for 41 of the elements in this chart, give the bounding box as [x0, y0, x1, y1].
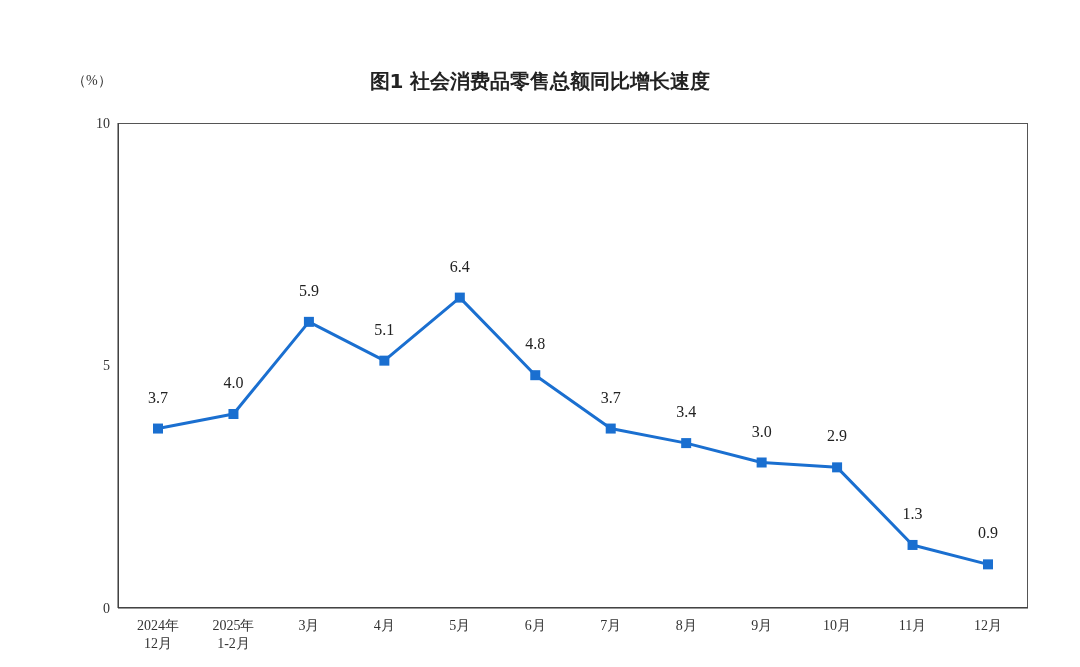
data-label: 6.4	[449, 257, 470, 275]
y-axis-title: （%）	[72, 72, 112, 90]
x-tick-label: 3月	[298, 618, 320, 633]
data-label: 3.0	[751, 422, 772, 440]
chart-title: 图1 社会消费品零售总额同比增长速度	[369, 69, 711, 93]
data-label: 0.9	[978, 524, 998, 542]
point	[303, 316, 314, 327]
point	[153, 423, 163, 434]
y-tick-label: 0	[103, 600, 110, 616]
data-label: 3.4	[676, 403, 697, 421]
x-tick-label: 7月	[600, 618, 622, 633]
x-tick-label: 8月	[675, 618, 697, 633]
x-tick-label: 2024年 12月	[137, 618, 179, 651]
data-label: 4.8	[525, 335, 546, 353]
point	[530, 370, 541, 381]
y-tick-label: 5	[103, 358, 110, 374]
point	[907, 539, 918, 550]
data-label: 5.1	[374, 320, 395, 338]
point	[605, 423, 616, 434]
point	[681, 438, 692, 449]
y-tick-label: 10	[96, 115, 110, 131]
x-tick-label: 9月	[751, 618, 773, 633]
data-label: 3.7	[148, 388, 168, 406]
data-label: 5.9	[298, 281, 319, 299]
data-label: 2.9	[827, 427, 848, 445]
point	[832, 462, 843, 473]
x-tick-label: 12月	[974, 618, 1002, 633]
point	[379, 355, 390, 366]
x-tick-label: 4月	[373, 618, 395, 633]
point	[983, 559, 993, 570]
x-tick-label: 10月	[823, 618, 852, 633]
data-label: 3.7	[600, 388, 621, 406]
x-tick-label: 2025年 1-2月	[212, 618, 255, 651]
data-label: 1.3	[902, 504, 923, 522]
point	[454, 292, 465, 303]
point	[756, 457, 767, 468]
x-tick-label: 6月	[524, 618, 546, 633]
x-tick-label: 5月	[449, 618, 471, 633]
point	[228, 409, 239, 419]
x-tick-label: 11月	[898, 618, 927, 633]
data-label: 4.0	[223, 374, 244, 391]
